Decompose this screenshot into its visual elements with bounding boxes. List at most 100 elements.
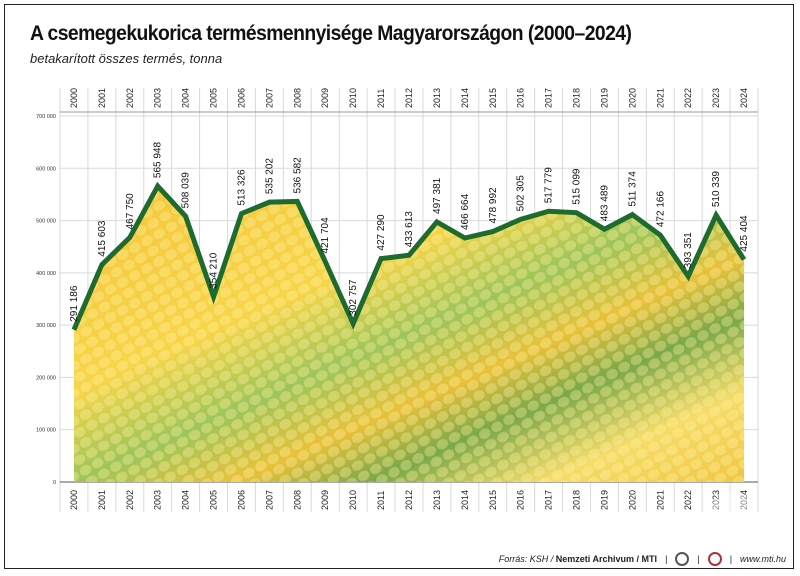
x-tick-label-bottom: 2024	[739, 490, 749, 510]
data-label: 415 603	[97, 220, 108, 257]
frame	[4, 4, 794, 569]
x-tick-label-top: 2023	[711, 88, 721, 108]
x-tick-label-top: 2004	[181, 88, 191, 108]
source-prefix: Forrás: KSH /	[498, 554, 556, 564]
x-tick-label-top: 2001	[97, 88, 107, 108]
x-tick-label-top: 2018	[572, 88, 582, 108]
data-label: 508 039	[181, 172, 192, 209]
x-tick-label-top: 2015	[488, 88, 498, 108]
data-label: 425 404	[739, 215, 750, 252]
data-label: 421 704	[320, 217, 331, 254]
chart-subtitle: betakarított összes termés, tonna	[30, 51, 223, 66]
separator: |	[729, 554, 732, 564]
nava-logo-icon	[675, 552, 690, 566]
x-tick-label-top: 2011	[376, 89, 386, 108]
x-tick-label-bottom: 2001	[97, 490, 107, 510]
data-label: 535 202	[264, 158, 275, 195]
x-tick-label-bottom: 2000	[69, 490, 79, 510]
y-tick-label: 100 000	[36, 428, 56, 434]
x-tick-label-bottom: 2008	[292, 490, 302, 510]
x-tick-label-top: 2002	[125, 88, 135, 108]
x-tick-label-bottom: 2010	[348, 490, 358, 510]
x-tick-label-top: 2019	[599, 88, 609, 108]
x-tick-label-top: 2016	[516, 88, 526, 108]
x-tick-label-top: 2005	[209, 88, 219, 108]
data-label: 513 326	[236, 169, 247, 206]
x-tick-label-top: 2000	[69, 88, 79, 108]
source-text: Forrás: KSH / Nemzeti Archivum / MTI	[499, 554, 657, 564]
mti-logo-icon	[707, 552, 722, 566]
data-label: 433 613	[404, 211, 415, 248]
data-label: 393 351	[683, 232, 694, 269]
data-label: 517 779	[544, 167, 555, 204]
x-tick-label-bottom: 2023	[711, 490, 721, 510]
data-label: 302 757	[348, 279, 359, 316]
y-tick-label: 600 000	[36, 166, 56, 172]
x-tick-label-bottom: 2014	[460, 490, 470, 510]
x-tick-label-bottom: 2013	[432, 490, 442, 510]
y-tick-label: 400 000	[36, 271, 56, 277]
footer: Forrás: KSH / Nemzeti Archivum / MTI | |…	[499, 552, 786, 566]
data-label: 536 582	[292, 157, 303, 194]
x-tick-label-bottom: 2007	[264, 490, 274, 510]
y-tick-label: 500 000	[36, 219, 56, 225]
mti-watermark-icon	[708, 492, 758, 542]
data-label: 427 290	[376, 214, 387, 251]
x-tick-label-bottom: 2012	[404, 490, 414, 510]
x-tick-label-top: 2010	[348, 88, 358, 108]
x-tick-label-top: 2009	[320, 88, 330, 108]
x-tick-label-top: 2017	[544, 88, 554, 108]
source-bold: Nemzeti Archivum / MTI	[555, 554, 657, 564]
x-tick-label-bottom: 2009	[320, 490, 330, 510]
data-label: 497 381	[432, 177, 443, 214]
separator: |	[664, 554, 668, 564]
x-tick-label-bottom: 2016	[516, 490, 526, 510]
y-tick-label: 300 000	[36, 323, 56, 329]
data-label: 354 210	[209, 252, 220, 289]
data-label: 483 489	[599, 185, 610, 222]
x-tick-label-top: 2020	[627, 88, 637, 108]
x-tick-label-top: 2012	[404, 88, 414, 108]
x-tick-label-bottom: 2019	[599, 490, 609, 510]
x-tick-label-top: 2024	[739, 88, 749, 108]
y-tick-label: 200 000	[36, 375, 56, 381]
watermark-text: MTI	[724, 512, 743, 524]
data-label: 511 374	[627, 171, 638, 207]
x-tick-label-bottom: 2020	[627, 490, 637, 510]
data-label: 502 305	[516, 175, 527, 212]
x-tick-label-top: 2003	[153, 88, 163, 108]
x-tick-label-top: 2008	[292, 88, 302, 108]
x-tick-label-top: 2014	[460, 88, 470, 108]
x-tick-label-bottom: 2004	[181, 490, 191, 510]
data-label: 478 992	[488, 187, 499, 224]
data-label: 466 664	[460, 193, 471, 230]
data-label: 510 339	[711, 171, 722, 208]
x-tick-label-bottom: 2021	[655, 490, 665, 510]
x-tick-label-bottom: 2018	[572, 490, 582, 510]
x-tick-label-top: 2007	[264, 88, 274, 108]
x-tick-label-bottom: 2006	[236, 490, 246, 510]
x-tick-label-top: 2021	[655, 88, 665, 108]
x-tick-label-bottom: 2011	[376, 491, 386, 510]
x-tick-label-top: 2022	[683, 88, 693, 108]
data-label: 565 948	[153, 142, 164, 179]
x-tick-label-top: 2006	[236, 88, 246, 108]
x-tick-label-bottom: 2002	[125, 490, 135, 510]
x-tick-label-bottom: 2003	[153, 490, 163, 510]
x-tick-label-bottom: 2017	[544, 490, 554, 510]
x-tick-label-bottom: 2015	[488, 490, 498, 510]
data-label: 515 099	[572, 168, 583, 205]
x-tick-label-top: 2013	[432, 88, 442, 108]
y-tick-label: 0	[53, 480, 56, 486]
data-label: 472 166	[655, 191, 666, 228]
x-tick-label-bottom: 2022	[683, 490, 693, 510]
data-label: 291 186	[69, 285, 80, 322]
separator: |	[697, 554, 700, 564]
chart-title: A csemegekukorica termésmennyisége Magya…	[30, 22, 632, 45]
x-tick-label-bottom: 2005	[209, 490, 219, 510]
website-link[interactable]: www.mti.hu	[739, 554, 786, 564]
data-label: 467 750	[125, 193, 136, 230]
corn-kernel-texture	[73, 186, 745, 483]
